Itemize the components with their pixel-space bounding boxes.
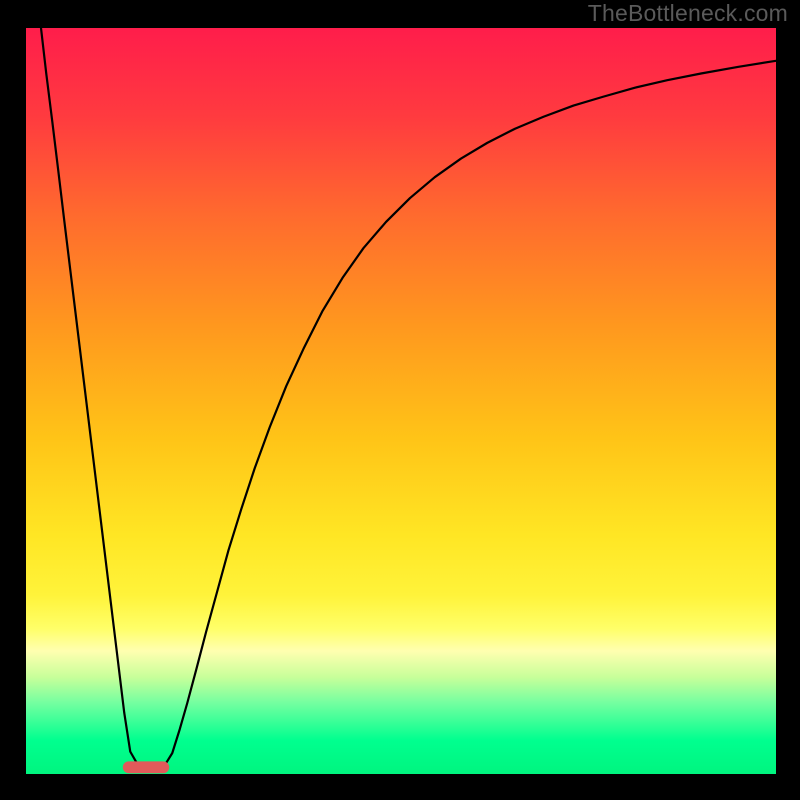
chart-background	[26, 28, 776, 774]
plot-area	[26, 28, 776, 774]
watermark-label: TheBottleneck.com	[588, 0, 788, 27]
chart-svg	[26, 28, 776, 774]
chart-frame: TheBottleneck.com	[0, 0, 800, 800]
minimum-marker	[123, 761, 170, 773]
